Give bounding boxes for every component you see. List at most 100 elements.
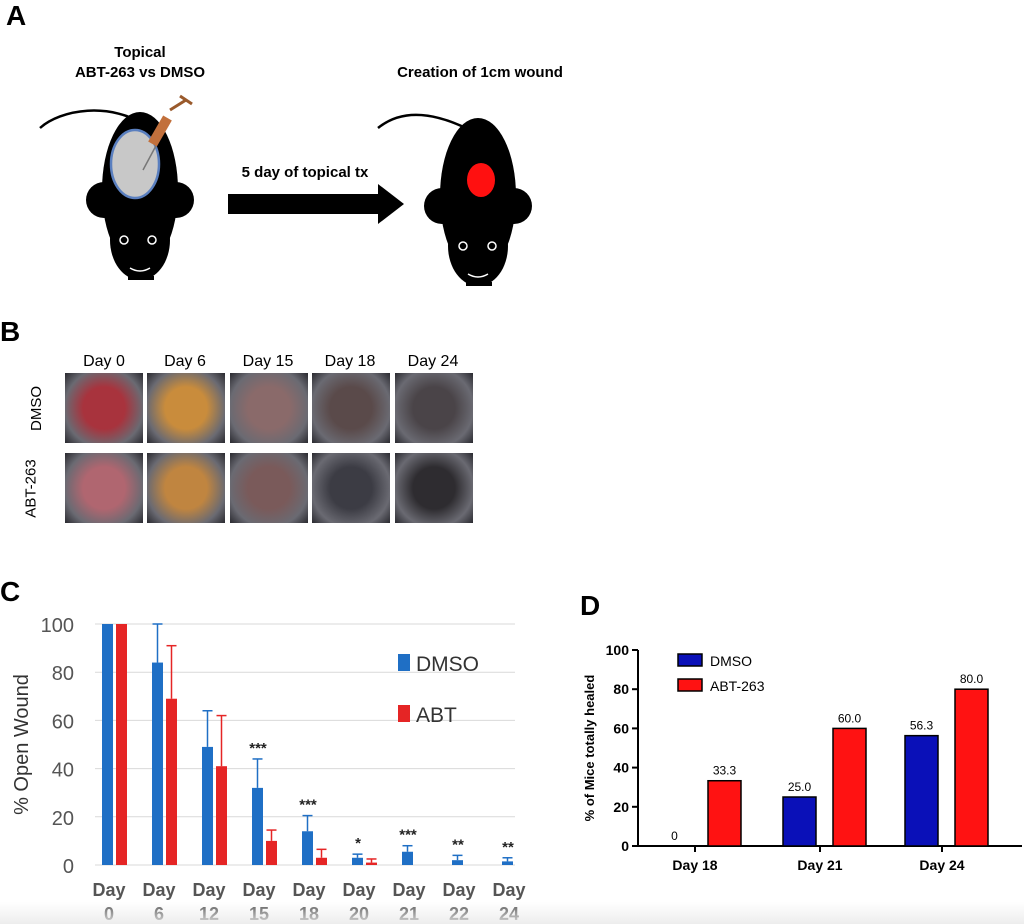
x-tick-label: Day <box>192 880 225 900</box>
wound-photo <box>395 373 473 443</box>
topical-patch-icon <box>109 128 161 200</box>
bar-dmso <box>102 624 113 865</box>
y-tick-label: 0 <box>63 856 74 878</box>
panel-b-day-label: Day 0 <box>83 353 125 370</box>
wound-photo <box>147 453 225 523</box>
data-label: 33.3 <box>713 764 737 778</box>
panel-b-letter: B <box>0 316 21 347</box>
y-tick-label: 40 <box>613 760 629 776</box>
significance-label: ** <box>502 839 514 856</box>
legend-label-dmso: DMSO <box>710 653 752 669</box>
bar-dmso <box>502 861 513 865</box>
panel-d-letter: D <box>580 590 601 621</box>
x-tick-label: Day <box>342 880 375 900</box>
panel-a-illustration <box>39 94 532 286</box>
wound-photo <box>395 453 473 523</box>
bar-dmso <box>782 796 817 847</box>
y-tick-label: 100 <box>606 642 630 658</box>
x-tick-label: Day 21 <box>797 857 842 873</box>
wound-photo <box>312 373 390 443</box>
y-tick-label: 100 <box>41 615 74 637</box>
x-tick-label: Day <box>442 880 475 900</box>
legend-label-dmso: DMSO <box>416 653 479 676</box>
panel-a-left-title-line2: ABT-263 vs DMSO <box>74 64 206 81</box>
x-tick-label: Day <box>292 880 325 900</box>
wound-photo <box>65 373 143 443</box>
bar-abt-263 <box>832 727 867 847</box>
x-tick-label: Day <box>392 880 425 900</box>
bar-dmso <box>152 662 163 865</box>
significance-label: *** <box>299 797 317 814</box>
bar-abt <box>266 840 277 865</box>
panel-c-letter: C <box>0 576 21 607</box>
y-axis-label: % Open Wound <box>11 674 33 815</box>
significance-label: ** <box>452 836 464 853</box>
mice-healed-chart: 0 20 40 60 80 100 % of Mice totally healed Day … <box>582 642 1022 873</box>
panel-a-right-title: Creation of 1cm wound <box>397 64 563 81</box>
bar-dmso <box>352 857 363 865</box>
x-tick-label: Day <box>492 880 525 900</box>
legend-label-abt-263: ABT-263 <box>710 678 765 694</box>
panel-b-day-label: Day 15 <box>242 353 294 370</box>
arrow-right-icon <box>228 184 404 224</box>
bar-dmso <box>904 734 939 847</box>
bar-dmso <box>202 746 213 865</box>
x-tick-label: Day 24 <box>919 857 964 873</box>
y-tick-label: 60 <box>613 720 629 736</box>
bar-abt-263 <box>954 688 989 847</box>
wound-photo <box>65 453 143 523</box>
panel-a-left-title-line1: Topical <box>114 44 166 61</box>
wound-photo <box>230 453 308 523</box>
wound-icon <box>467 163 495 197</box>
y-tick-label: 20 <box>52 808 74 830</box>
data-label: 56.3 <box>910 719 934 733</box>
panel-a-letter: A <box>6 0 27 31</box>
bottom-fade <box>0 902 1024 924</box>
bar-dmso <box>252 787 263 865</box>
wound-photo <box>230 373 308 443</box>
panel-b-day-label: Day 24 <box>407 353 459 370</box>
data-label: 80.0 <box>960 672 984 686</box>
bar-dmso <box>452 860 463 865</box>
data-label: 0 <box>671 829 678 843</box>
x-tick-label: Day 18 <box>672 857 717 873</box>
wound-photo <box>312 453 390 523</box>
x-tick-label: Day <box>242 880 275 900</box>
legend-swatch-abt <box>398 705 410 722</box>
y-tick-label: 0 <box>621 838 629 854</box>
bar-abt <box>216 766 227 865</box>
y-tick-label: 80 <box>52 663 74 685</box>
bar-abt-263 <box>707 779 742 847</box>
syringe-icon <box>142 94 193 171</box>
panel-b-row-label: DMSO <box>28 386 45 431</box>
legend-label-abt: ABT <box>416 704 457 727</box>
significance-label: *** <box>249 740 267 757</box>
y-tick-label: 80 <box>613 681 629 697</box>
x-tick-label: Day <box>142 880 175 900</box>
significance-label: *** <box>399 827 417 844</box>
significance-label: * <box>355 835 361 852</box>
bar-abt <box>166 698 177 865</box>
legend-swatch-abt-263 <box>677 678 703 692</box>
legend-swatch-dmso <box>398 654 410 671</box>
panel-b-day-label: Day 18 <box>324 353 376 370</box>
legend-swatch-dmso <box>677 653 703 667</box>
bar-dmso <box>302 831 313 865</box>
y-tick-label: 40 <box>52 760 74 782</box>
data-label: 25.0 <box>788 780 812 794</box>
x-tick-label: Day <box>92 880 125 900</box>
y-tick-label: 20 <box>613 799 629 815</box>
data-label: 60.0 <box>838 711 862 725</box>
y-axis-label: % of Mice totally healed <box>582 675 597 822</box>
mouse-right-icon <box>377 113 532 286</box>
bar-abt <box>316 857 327 865</box>
wound-photo <box>147 373 225 443</box>
panel-b-row-label: ABT-263 <box>22 459 40 518</box>
mouse-left-icon <box>39 109 194 280</box>
bar-dmso <box>402 851 413 865</box>
panel-b-day-label: Day 6 <box>164 353 206 370</box>
bar-abt <box>116 624 127 865</box>
bar-abt <box>366 862 377 865</box>
panel-a-arrow-label: 5 day of topical tx <box>241 164 369 181</box>
